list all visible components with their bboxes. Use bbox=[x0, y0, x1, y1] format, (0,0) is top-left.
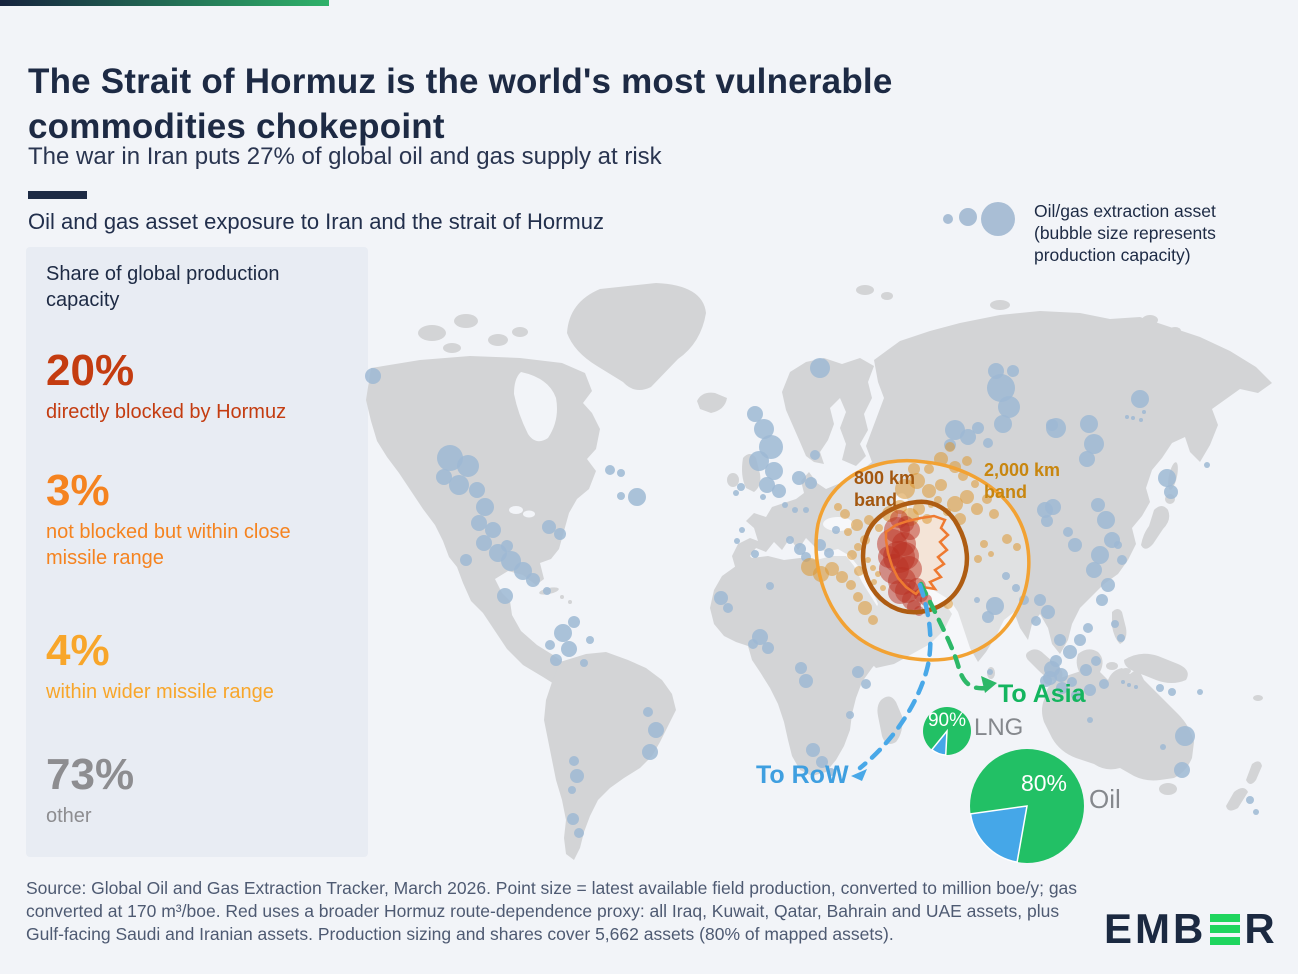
oil-pie-name-label: Oil bbox=[1089, 784, 1121, 814]
to-row-arrowhead-icon bbox=[851, 769, 867, 781]
asset-bubbles-layer bbox=[365, 358, 1259, 838]
page-subtitle: The war in Iran puts 27% of global oil a… bbox=[28, 143, 662, 170]
brand-accent-bar bbox=[0, 0, 329, 6]
band-2000km-outline bbox=[814, 458, 1031, 662]
iran-outline bbox=[884, 514, 950, 596]
to-row-label: To RoW bbox=[756, 761, 849, 789]
pie-lng bbox=[923, 707, 971, 756]
stat-value: 73% bbox=[46, 750, 135, 799]
band-800km-outline bbox=[860, 499, 970, 615]
lng-pie-name-label: LNG bbox=[974, 714, 1024, 741]
page-title: The Strait of Hormuz is the world's most… bbox=[28, 59, 1128, 149]
pie-oil bbox=[969, 749, 1084, 864]
source-note: Source: Global Oil and Gas Extraction Tr… bbox=[26, 878, 1078, 944]
page-title-line1: The Strait of Hormuz is the world's most… bbox=[28, 62, 893, 102]
stat-label: within wider missile range bbox=[46, 681, 274, 703]
stat-close-missile-range: 3% not blocked but within close missile … bbox=[46, 469, 348, 571]
stat-value: 20% bbox=[46, 346, 135, 395]
to-row-arrow bbox=[857, 582, 933, 771]
band-outlines-layer bbox=[814, 458, 1031, 662]
stats-panel: Share of global production capacity 20% … bbox=[26, 247, 368, 857]
to-asia-label: To Asia bbox=[998, 680, 1086, 708]
flow-arrows-layer bbox=[851, 581, 997, 781]
to-asia-arrow bbox=[918, 581, 989, 691]
chart-title: Oil and gas asset exposure to Iran and t… bbox=[28, 209, 604, 234]
stat-wider-missile-range: 4% within wider missile range bbox=[46, 629, 348, 705]
band-2000km-label: 2,000 km band bbox=[984, 460, 1061, 502]
stat-label: directly blocked by Hormuz bbox=[46, 401, 287, 423]
stats-panel-heading: Share of global production capacity bbox=[46, 263, 280, 311]
band-800km-label: 800 km band bbox=[854, 468, 916, 510]
stat-other: 73% other bbox=[46, 753, 348, 829]
to-asia-arrowhead-icon bbox=[981, 676, 997, 693]
ember-logo: EMB R bbox=[1104, 905, 1278, 953]
stat-blocked-by-hormuz: 20% directly blocked by Hormuz bbox=[46, 349, 348, 425]
pie-charts-layer bbox=[923, 707, 1084, 864]
oil-pie-percent-label: 80% bbox=[1020, 770, 1068, 796]
stat-value: 4% bbox=[46, 626, 110, 675]
ember-logo-suffix: R bbox=[1244, 905, 1278, 952]
bubble-size-legend: Oil/gas extraction asset (bubble size re… bbox=[938, 200, 1288, 266]
bubble-size-legend-text: Oil/gas extraction asset (bubble size re… bbox=[1034, 201, 1216, 265]
lng-pie-percent-label: 90% bbox=[927, 710, 967, 731]
stat-value: 3% bbox=[46, 466, 110, 515]
bubble-size-icon bbox=[943, 202, 1015, 236]
ember-logo-prefix: EMB bbox=[1104, 905, 1207, 952]
title-divider-bar bbox=[28, 191, 87, 199]
stat-label: not blocked but within close missile ran… bbox=[46, 521, 291, 569]
ember-logo-e-bars-icon bbox=[1210, 913, 1241, 945]
stat-label: other bbox=[46, 805, 92, 827]
page-title-line2: commodities chokepoint bbox=[28, 107, 445, 147]
